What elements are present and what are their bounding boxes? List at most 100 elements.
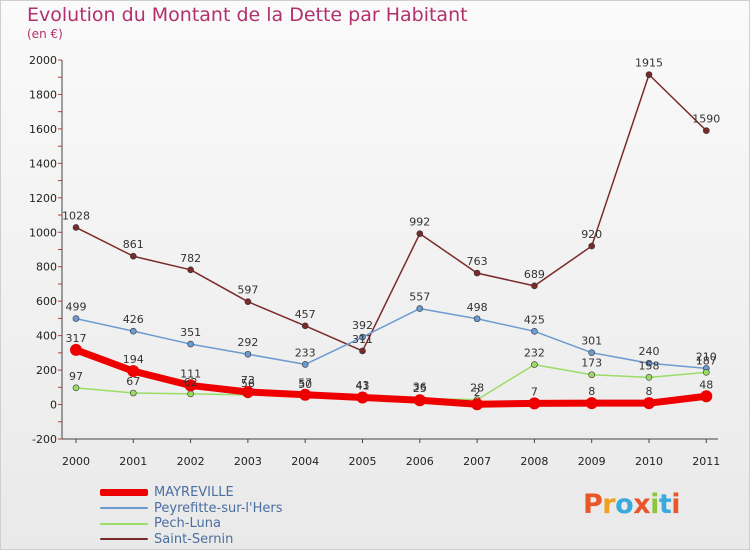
data-point	[187, 340, 194, 348]
data-label: 2	[474, 386, 481, 399]
data-label: 232	[524, 347, 545, 360]
x-tick-label: 2002	[177, 455, 205, 468]
data-label: 210	[696, 350, 717, 363]
data-point	[299, 388, 312, 401]
data-label: 426	[123, 313, 144, 326]
data-point	[643, 397, 655, 410]
data-point	[241, 385, 254, 398]
x-tick-label: 2000	[62, 455, 90, 468]
data-point	[585, 397, 598, 410]
data-point	[359, 333, 366, 341]
data-point	[244, 298, 252, 305]
data-label: 317	[66, 332, 87, 345]
x-tick-label: 2008	[520, 455, 548, 468]
legend-label: Saint-Sernin	[154, 531, 234, 547]
data-point	[127, 365, 140, 378]
y-tick-label: 600	[36, 295, 57, 308]
data-label: 1915	[635, 57, 663, 70]
legend-swatch	[100, 489, 148, 497]
data-point	[187, 266, 194, 274]
data-point	[359, 347, 366, 355]
logo-letter: o	[615, 489, 634, 520]
data-label: 992	[409, 216, 430, 229]
y-tick-label: -200	[32, 433, 57, 446]
legend-item: Peyrefitte-sur-l'Hers	[100, 501, 283, 517]
data-label: 292	[237, 336, 258, 349]
data-label: 173	[581, 357, 602, 370]
y-tick-label: 200	[36, 364, 57, 377]
data-point	[702, 369, 710, 376]
series-line-3	[75, 73, 708, 352]
data-point	[356, 391, 369, 404]
data-label: 861	[123, 238, 144, 251]
y-tick-label: 2000	[29, 54, 57, 67]
y-tick-label: 1400	[29, 157, 57, 170]
x-tick-label: 2006	[406, 455, 434, 468]
y-tick-label: 1600	[29, 123, 57, 136]
logo-letter: t	[658, 489, 672, 520]
data-label: 62	[184, 376, 198, 389]
data-point	[473, 269, 481, 277]
data-point	[70, 343, 82, 356]
data-label: 597	[237, 284, 258, 297]
data-label: 499	[66, 301, 87, 314]
data-label: 1590	[692, 113, 720, 126]
data-point	[413, 394, 426, 407]
data-point	[588, 371, 596, 379]
series-line-1	[75, 307, 708, 370]
data-label: 689	[524, 268, 545, 281]
y-tick-label: 0	[50, 399, 57, 412]
data-label: 7	[531, 385, 538, 398]
data-point	[130, 327, 137, 335]
x-tick-label: 2003	[234, 455, 262, 468]
data-label: 920	[581, 228, 602, 241]
x-tick-label: 2010	[635, 455, 663, 468]
x-tick-label: 2005	[349, 455, 377, 468]
data-point	[416, 230, 424, 237]
data-point	[416, 305, 424, 312]
legend-label: Peyrefitte-sur-l'Hers	[154, 500, 283, 516]
x-tick-label: 2009	[578, 455, 606, 468]
data-point	[72, 384, 80, 392]
data-point	[301, 322, 309, 330]
data-label: 425	[524, 313, 545, 326]
y-tick-label: 1800	[29, 88, 57, 101]
data-label: 73	[241, 374, 255, 387]
x-tick-label: 2004	[291, 455, 319, 468]
x-tick-label: 2011	[692, 455, 720, 468]
logo-letter: i	[671, 489, 681, 520]
chart-subtitle: (en €)	[27, 27, 63, 41]
data-point	[72, 224, 80, 231]
data-label: 8	[588, 385, 595, 398]
data-label: 48	[699, 378, 713, 391]
y-tick-label: 800	[36, 261, 57, 274]
data-label: 187	[696, 354, 717, 367]
data-label: 233	[295, 346, 316, 359]
data-point	[72, 315, 80, 322]
data-point	[130, 389, 137, 397]
data-point	[531, 282, 538, 290]
x-tick-label: 2007	[463, 455, 491, 468]
data-point	[702, 127, 710, 134]
data-label: 557	[409, 291, 430, 304]
data-point	[528, 397, 541, 410]
data-point	[700, 390, 713, 403]
data-label: 111	[180, 367, 201, 380]
data-label: 240	[639, 345, 660, 358]
data-label: 56	[241, 377, 255, 390]
data-label: 1028	[62, 209, 90, 222]
data-label: 43	[356, 379, 370, 392]
data-point	[471, 398, 484, 411]
data-label: 457	[295, 308, 316, 321]
legend-label: Pech-Luna	[154, 516, 221, 532]
data-label: 194	[123, 353, 144, 366]
data-point	[645, 359, 653, 367]
data-label: 311	[352, 333, 373, 346]
data-point	[244, 350, 252, 358]
data-point	[184, 379, 197, 392]
y-tick-label: 400	[36, 330, 57, 343]
y-tick-label: 1000	[29, 226, 57, 239]
data-point	[588, 242, 596, 250]
